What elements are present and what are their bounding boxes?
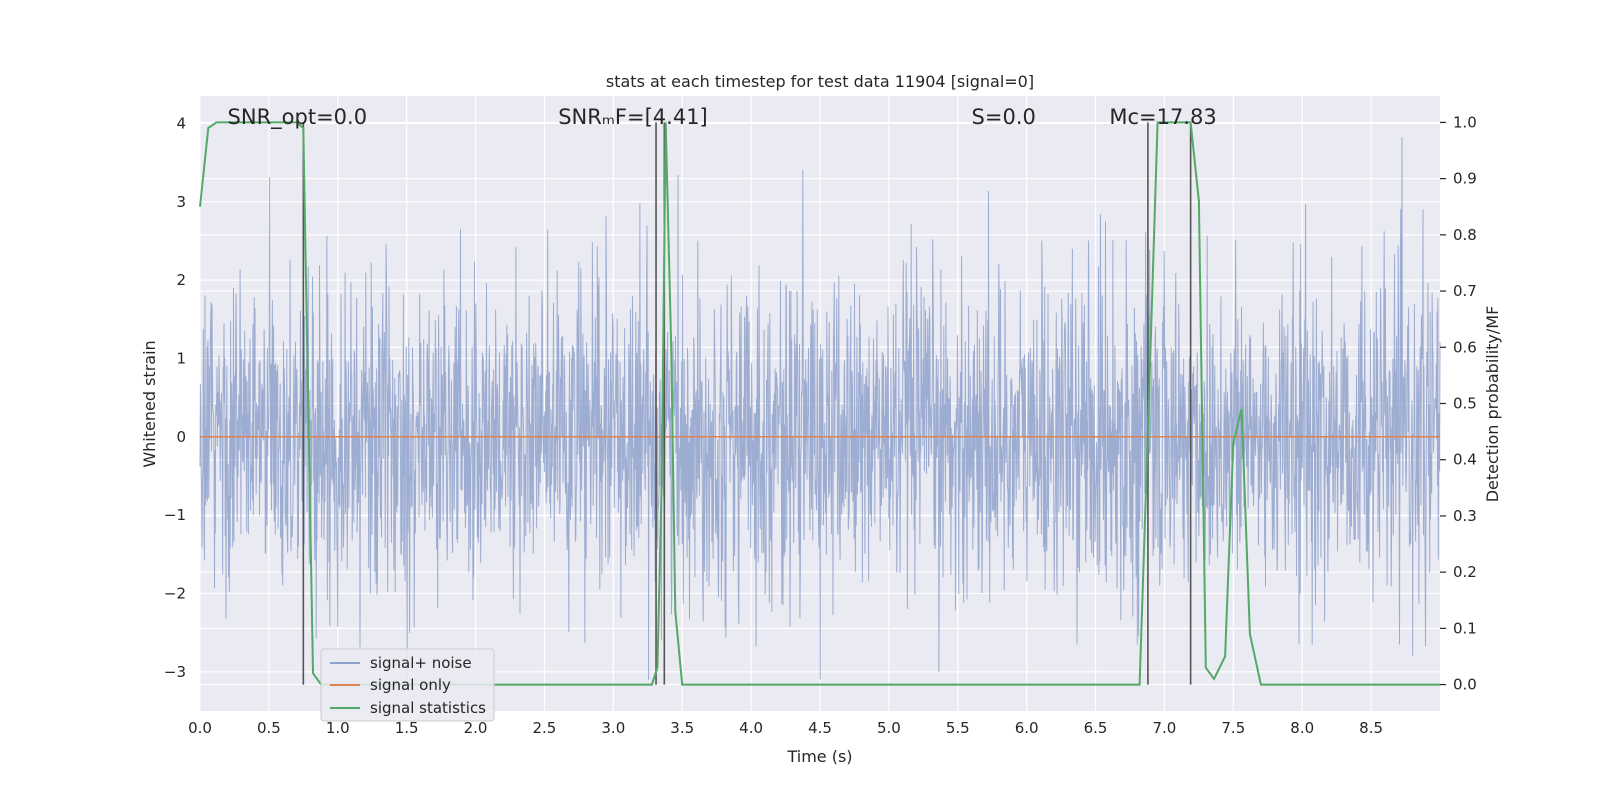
x-axis-label: Time (s) bbox=[786, 747, 852, 766]
y2-tick-label: 0.6 bbox=[1453, 338, 1477, 356]
annotation: SNR_opt=0.0 bbox=[228, 105, 368, 130]
x-tick-label: 0.5 bbox=[257, 719, 281, 737]
annotation: S=0.0 bbox=[972, 105, 1036, 129]
y2-tick-label: 0.1 bbox=[1453, 619, 1477, 637]
legend-label-noise: signal+ noise bbox=[370, 654, 472, 672]
x-tick-label: 8.0 bbox=[1290, 719, 1314, 737]
x-tick-label: 3.5 bbox=[670, 719, 694, 737]
x-tick-label: 6.0 bbox=[1015, 719, 1039, 737]
y-axis-ticks: 4 3 2 1 0 −1 −2 −3 bbox=[164, 114, 186, 680]
y2-tick-label: 0.5 bbox=[1453, 395, 1477, 413]
y2-tick-label: 0.0 bbox=[1453, 676, 1477, 694]
x-tick-label: 5.5 bbox=[946, 719, 970, 737]
y2-tick-label: 0.3 bbox=[1453, 507, 1477, 525]
x-tick-label: 7.5 bbox=[1221, 719, 1245, 737]
legend-label-stats: signal statistics bbox=[370, 699, 486, 717]
x-tick-label: 4.5 bbox=[808, 719, 832, 737]
y-tick-label: 1 bbox=[176, 349, 186, 367]
legend: signal+ noise signal only signal statist… bbox=[320, 648, 495, 722]
x-tick-label: 4.0 bbox=[739, 719, 763, 737]
y-tick-label: 4 bbox=[176, 114, 186, 132]
y2-axis-label: Detection probability/MF bbox=[1483, 306, 1502, 503]
legend-label-signal: signal only bbox=[370, 676, 451, 694]
annotation: SNRₘF=[4.41] bbox=[558, 105, 708, 129]
x-tick-label: 1.5 bbox=[395, 719, 419, 737]
x-tick-label: 2.5 bbox=[533, 719, 557, 737]
annotations: SNR_opt=0.0 SNRₘF=[4.41] S=0.0 Mᴄ=17.83 bbox=[228, 105, 1217, 130]
x-axis-ticks: 0.0 0.5 1.0 1.5 2.0 2.5 3.0 3.5 4.0 4.5 5.0 5.5 6.0 6… bbox=[188, 719, 1383, 737]
y-tick-label: 0 bbox=[176, 428, 186, 446]
x-tick-label: 6.5 bbox=[1084, 719, 1108, 737]
y-tick-label: 3 bbox=[176, 193, 186, 211]
x-tick-label: 5.0 bbox=[877, 719, 901, 737]
x-tick-label: 0.0 bbox=[188, 719, 212, 737]
x-tick-label: 3.0 bbox=[601, 719, 625, 737]
y2-tick-label: 0.7 bbox=[1453, 282, 1477, 300]
legend-box bbox=[320, 648, 495, 722]
y-tick-label: −2 bbox=[164, 584, 186, 602]
y2-tick-label: 0.4 bbox=[1453, 451, 1477, 469]
x-tick-label: 7.0 bbox=[1153, 719, 1177, 737]
x-tick-label: 1.0 bbox=[326, 719, 350, 737]
y-tick-label: −3 bbox=[164, 663, 186, 681]
y-tick-label: −1 bbox=[164, 506, 186, 524]
y-axis-label: Whitened strain bbox=[140, 340, 159, 467]
y2-tick-label: 1.0 bbox=[1453, 113, 1477, 131]
y2-tick-label: 0.9 bbox=[1453, 170, 1477, 188]
vertical-markers bbox=[199, 121, 1440, 686]
series-signal-statistics bbox=[199, 121, 1440, 686]
x-tick-label: 2.0 bbox=[464, 719, 488, 737]
y2-axis-ticks: 1.0 0.9 0.8 0.7 0.6 0.5 0.4 0.3 0.2 0.1 0.0 bbox=[1440, 113, 1477, 694]
annotation: Mᴄ=17.83 bbox=[1109, 105, 1216, 129]
chart-title: stats at each timestep for test data 119… bbox=[606, 72, 1034, 91]
y2-tick-label: 0.2 bbox=[1453, 563, 1477, 581]
y-tick-label: 2 bbox=[176, 271, 186, 289]
y2-tick-label: 0.8 bbox=[1453, 226, 1477, 244]
x-tick-label: 8.5 bbox=[1359, 719, 1383, 737]
